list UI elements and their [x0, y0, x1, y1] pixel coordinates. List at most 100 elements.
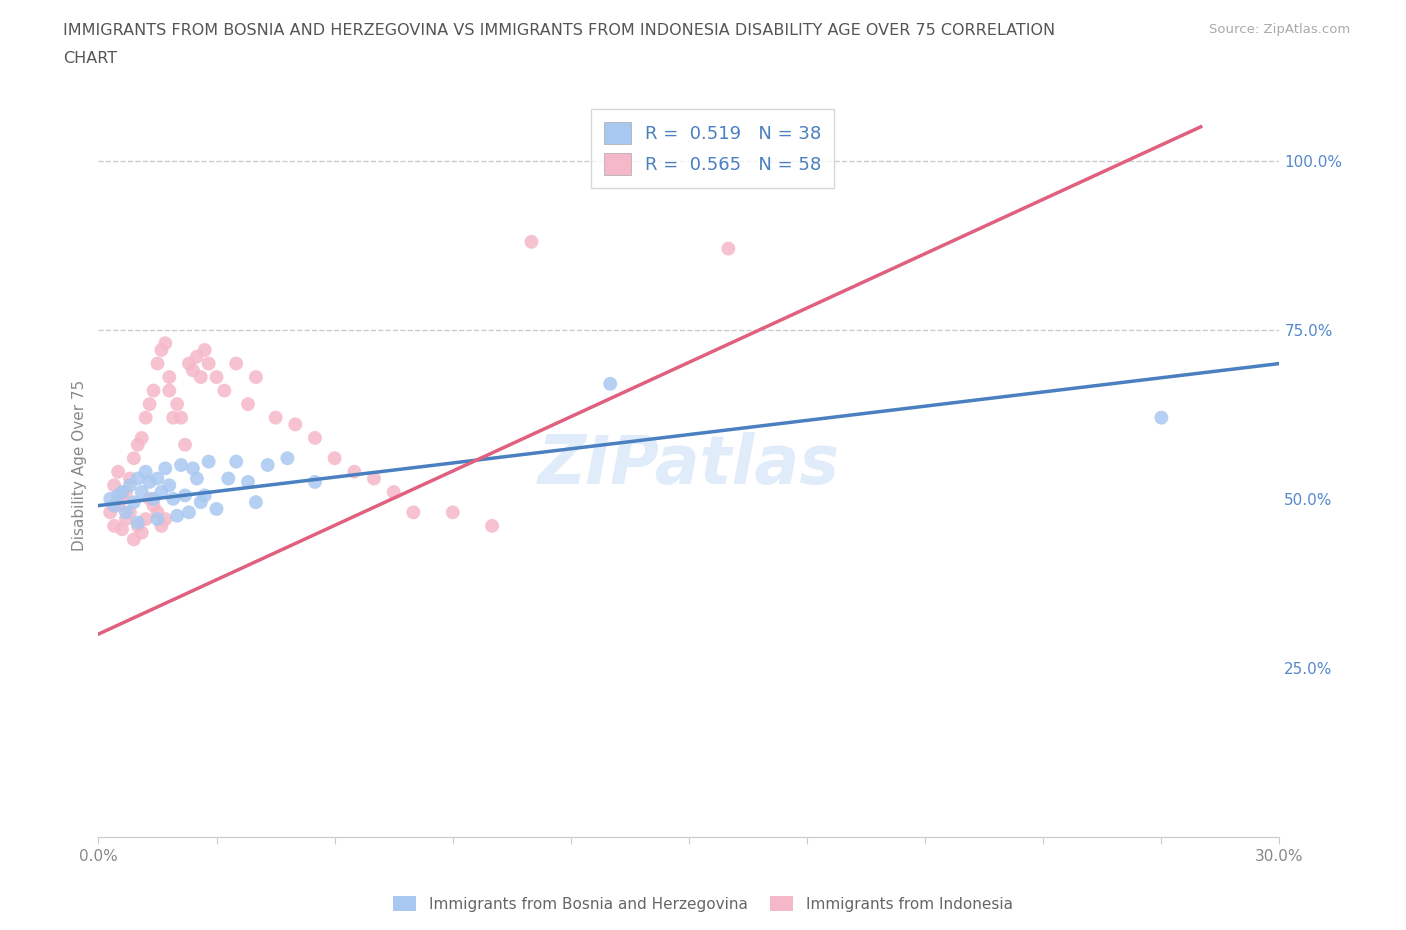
Point [122, 451, 145, 466]
Point [162, 410, 184, 425]
Point [181, 363, 204, 378]
Text: IMMIGRANTS FROM BOSNIA AND HERZEGOVINA VS IMMIGRANTS FROM INDONESIA DISABILITY A: IMMIGRANTS FROM BOSNIA AND HERZEGOVINA V… [63, 23, 1056, 38]
Point [157, 478, 180, 493]
Point [441, 505, 464, 520]
Point [118, 472, 141, 486]
Point [186, 472, 208, 486]
Legend: Immigrants from Bosnia and Herzegovina, Immigrants from Indonesia: Immigrants from Bosnia and Herzegovina, … [388, 889, 1018, 918]
Point [103, 518, 125, 533]
Point [276, 451, 298, 466]
Point [103, 498, 125, 513]
Text: ZIPatlas: ZIPatlas [538, 432, 839, 498]
Point [186, 350, 208, 365]
Text: Source: ZipAtlas.com: Source: ZipAtlas.com [1209, 23, 1350, 36]
Point [264, 410, 287, 425]
Point [103, 478, 125, 493]
Point [142, 498, 165, 513]
Point [177, 505, 200, 520]
Point [481, 518, 503, 533]
Point [197, 356, 219, 371]
Point [323, 451, 346, 466]
Point [170, 458, 193, 472]
Point [122, 532, 145, 547]
Point [111, 522, 134, 537]
Point [304, 474, 326, 489]
Point [402, 505, 425, 520]
Point [214, 383, 236, 398]
Point [135, 464, 157, 479]
Point [155, 336, 177, 351]
Point [236, 474, 259, 489]
Point [107, 498, 129, 513]
Point [150, 342, 173, 357]
Point [304, 431, 326, 445]
Point [166, 509, 188, 524]
Point [205, 501, 228, 516]
Point [155, 512, 177, 526]
Point [157, 369, 180, 384]
Point [181, 461, 204, 476]
Point [127, 518, 149, 533]
Point [520, 234, 543, 249]
Point [177, 356, 200, 371]
Point [146, 356, 169, 371]
Point [245, 495, 267, 510]
Y-axis label: Disability Age Over 75: Disability Age Over 75 [72, 379, 87, 551]
Point [118, 478, 141, 493]
Point [131, 525, 153, 540]
Point [146, 472, 169, 486]
Point [150, 485, 173, 499]
Point [138, 397, 160, 412]
Point [162, 491, 184, 506]
Point [256, 458, 278, 472]
Point [157, 383, 180, 398]
Point [166, 397, 188, 412]
Point [236, 397, 259, 412]
Point [174, 488, 197, 503]
Point [1150, 410, 1173, 425]
Point [194, 488, 217, 503]
Point [111, 485, 134, 499]
Point [127, 437, 149, 452]
Point [146, 505, 169, 520]
Point [174, 437, 197, 452]
Point [245, 369, 267, 384]
Point [155, 461, 177, 476]
Point [225, 356, 247, 371]
Point [217, 472, 239, 486]
Point [115, 485, 138, 499]
Point [135, 410, 157, 425]
Point [131, 431, 153, 445]
Point [118, 505, 141, 520]
Point [225, 454, 247, 469]
Point [146, 512, 169, 526]
Point [382, 485, 405, 499]
Point [131, 485, 153, 499]
Point [98, 505, 121, 520]
Point [599, 377, 621, 392]
Point [194, 342, 217, 357]
Point [115, 505, 138, 520]
Point [127, 472, 149, 486]
Point [138, 491, 160, 506]
Point [197, 454, 219, 469]
Point [343, 464, 366, 479]
Point [107, 488, 129, 503]
Point [98, 491, 121, 506]
Point [135, 512, 157, 526]
Point [142, 491, 165, 506]
Point [122, 495, 145, 510]
Point [284, 417, 307, 432]
Point [363, 472, 385, 486]
Point [127, 515, 149, 530]
Point [717, 241, 740, 256]
Point [111, 491, 134, 506]
Text: CHART: CHART [63, 51, 117, 66]
Point [170, 410, 193, 425]
Point [142, 383, 165, 398]
Legend: R =  0.519   N = 38, R =  0.565   N = 58: R = 0.519 N = 38, R = 0.565 N = 58 [591, 110, 834, 188]
Point [190, 495, 212, 510]
Point [205, 369, 228, 384]
Point [150, 518, 173, 533]
Point [107, 464, 129, 479]
